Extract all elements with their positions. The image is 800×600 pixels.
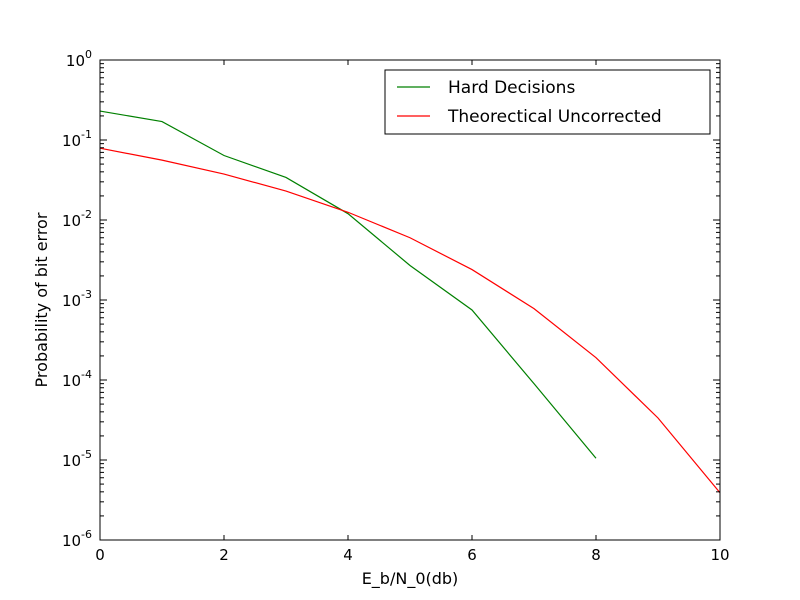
x-tick-label: 4: [343, 546, 353, 564]
x-axis-label: E_b/N_0(db): [362, 569, 459, 589]
y-axis-label: Probability of bit error: [32, 212, 51, 387]
data-point: [409, 264, 411, 266]
legend-label: Hard Decisions: [448, 78, 575, 98]
data-point: [285, 190, 287, 192]
data-point: [285, 176, 287, 178]
data-point: [223, 155, 225, 157]
plot-area: [99, 110, 721, 494]
y-tick-label: 100: [66, 48, 92, 70]
y-tick-exponent: -4: [81, 368, 92, 381]
y-tick-base: 10: [62, 212, 81, 230]
data-point: [595, 457, 597, 459]
y-tick-label: 10-2: [62, 208, 92, 230]
data-point: [471, 309, 473, 311]
axes-frame: [99, 59, 721, 541]
y-tick-label: 10-4: [62, 368, 92, 390]
x-tick-label: 10: [710, 546, 729, 564]
series-line-1: [99, 110, 597, 459]
data-point: [347, 211, 349, 213]
y-tick-exponent: -6: [81, 528, 92, 541]
y-tick-exponent: -3: [81, 288, 92, 301]
data-point: [409, 237, 411, 239]
y-tick-base: 10: [62, 132, 81, 150]
x-tick-label: 2: [219, 546, 229, 564]
y-tick-base: 10: [62, 452, 81, 470]
data-point: [657, 417, 659, 419]
y-tick-label: 10-6: [62, 528, 92, 550]
y-tick-label: 10-3: [62, 288, 92, 310]
x-tick-label: 0: [95, 546, 105, 564]
y-tick-base: 10: [62, 292, 81, 310]
data-point: [471, 269, 473, 271]
y-tick-exponent: 0: [85, 48, 92, 61]
y-tick-exponent: -2: [81, 208, 92, 221]
data-point: [161, 121, 163, 123]
legend: Hard Decisions Theorectical Uncorrected: [384, 69, 711, 135]
legend-label: Theorectical Uncorrected: [447, 107, 662, 127]
series-line-2: [99, 147, 721, 494]
data-point: [533, 383, 535, 385]
x-tick-label: 6: [467, 546, 477, 564]
y-tick-label: 10-1: [62, 128, 92, 150]
y-tick-base: 10: [66, 52, 85, 70]
data-point: [595, 357, 597, 359]
y-tick-label: 10-5: [62, 448, 92, 470]
y-tick-base: 10: [62, 532, 81, 550]
data-point: [161, 159, 163, 161]
y-tick-exponent: -1: [81, 128, 92, 141]
legend-box: [384, 69, 711, 135]
data-point: [533, 308, 535, 310]
y-tick-exponent: -5: [81, 448, 92, 461]
y-tick-base: 10: [62, 372, 81, 390]
data-point: [223, 173, 225, 175]
x-tick-label: 8: [591, 546, 601, 564]
